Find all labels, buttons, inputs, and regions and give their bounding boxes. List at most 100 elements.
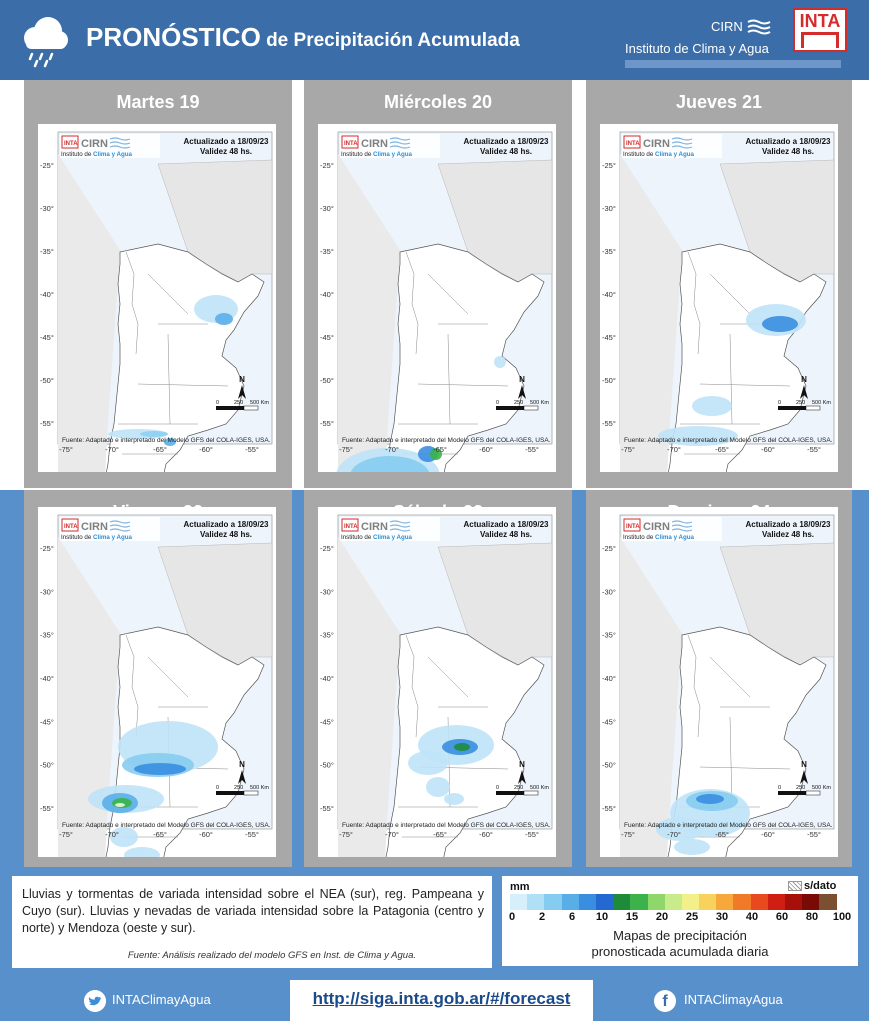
scale-bar-half [805,790,821,796]
mini-inta-logo [61,518,79,532]
lon-tick-label: -60° [761,830,775,839]
brand-institute: Instituto de Clima y Agua [625,41,769,56]
mini-waves-icon [671,520,693,532]
scale-label: 0 [496,785,499,791]
province-borders [680,251,791,455]
mini-inta-text: INTA [344,524,358,530]
mini-cirn-text: CIRN [81,521,108,533]
lat-tick-label: -35° [40,631,54,640]
facebook-icon[interactable]: f [654,990,676,1012]
updated-text: Actualizado a 18/09/23 [464,520,549,529]
lat-tick-label: -30° [40,204,54,213]
lat-tick-label: -55° [602,419,616,428]
scale-bar-half [523,790,539,796]
legend-swatch [561,894,579,910]
lon-tick-label: -65° [153,445,167,454]
scale-label: 500 Km [812,400,831,406]
legend-caption-line-1: Mapas de precipitación [613,928,747,943]
lon-tick-label: -65° [715,830,729,839]
twitter-handle[interactable]: INTAClimayAgua [112,992,211,1007]
mini-inta-text: INTA [626,141,640,147]
lon-tick-label: -55° [807,830,821,839]
precipitation-map: INTA CIRN Instituto de Clima y Agua Actuali… [318,507,556,857]
footer-url-box: http://siga.inta.gob.ar/#/forecast [290,980,593,1021]
north-arrow-icon [238,385,246,399]
description-source: Fuente: Análisis realizado del modelo GF… [127,950,416,961]
lat-tick-label: -55° [602,804,616,813]
inta-logo-arch [801,32,839,48]
no-data-swatch [788,881,802,891]
lat-tick-label: -35° [320,631,334,640]
legend-caption-line-2: pronosticada acumulada diaria [591,944,769,959]
rain-area [454,743,470,751]
precipitation-map: INTA CIRN Instituto de Clima y Agua Actuali… [38,507,276,857]
day-label: Jueves 21 [675,92,763,112]
legend-tick: 10 [595,911,609,923]
lat-tick-label: -25° [602,544,616,553]
rain-area [674,839,710,855]
lat-tick-label: -30° [40,587,54,596]
north-arrow-icon [518,385,526,399]
lat-tick-label: -55° [320,419,334,428]
lat-tick-label: -55° [40,419,54,428]
lat-tick-label: -35° [40,247,54,256]
legend-swatch [802,894,820,910]
rain-area [408,751,448,775]
north-arrow-label: N [519,375,525,384]
lat-tick-label: -40° [320,290,334,299]
lon-tick-label: -70° [667,830,681,839]
legend-swatch [630,894,648,910]
lat-tick-label: -45° [320,717,334,726]
rain-area [140,431,168,437]
neighbor-chile-strip [58,537,120,857]
scale-label: 500 Km [250,785,269,791]
rain-area [426,777,450,797]
legend-swatch [527,894,545,910]
lon-tick-label: -60° [199,445,213,454]
lon-tick-label: -70° [385,830,399,839]
scale-bar-half [243,405,259,411]
argentina-land [386,243,545,472]
mini-inta-logo [623,135,641,149]
lat-tick-label: -40° [602,290,616,299]
rain-area [762,316,798,332]
mini-cirn-text: CIRN [361,521,388,533]
lon-tick-label: -60° [199,830,213,839]
lon-tick-label: -70° [667,445,681,454]
mini-inta-text: INTA [64,141,78,147]
legend-swatch [733,894,751,910]
lon-tick-label: -65° [433,830,447,839]
legend-swatch [716,894,734,910]
twitter-icon[interactable] [84,990,106,1012]
lon-tick-label: -55° [245,445,259,454]
mini-cirn-text: CIRN [643,138,670,150]
neighbor-chile-strip [338,154,400,472]
map-source: Fuente: Adaptado e interpretado del Mode… [62,822,271,829]
legend-swatch [664,894,682,910]
scale-label: 500 Km [530,785,549,791]
lat-tick-label: -50° [40,376,54,385]
lon-tick-label: -65° [433,445,447,454]
legend-tick: 60 [775,911,789,923]
brand-short: CIRN [711,19,743,34]
lat-tick-label: -55° [320,804,334,813]
forecast-panel: Martes 19 INTA CIRN Instituto de Clima y Ag… [24,80,292,488]
scale-bar [778,406,806,410]
legend-no-data: s/dato [804,880,837,892]
updated-text: Actualizado a 18/09/23 [746,520,831,529]
forecast-link[interactable]: http://siga.inta.gob.ar/#/forecast [312,989,571,1008]
lat-tick-label: -30° [602,587,616,596]
facebook-handle[interactable]: INTAClimayAgua [684,992,783,1007]
rain-area [656,817,704,841]
legend-caption: Mapas de precipitación pronosticada acum… [502,928,858,960]
lat-tick-label: -40° [40,674,54,683]
scale-label: 500 Km [530,400,549,406]
title-rest: de Precipitación Acumulada [260,30,520,51]
legend-swatch [767,894,785,910]
north-arrow-label: N [801,375,807,384]
province-borders [398,251,509,455]
legend-tick: 6 [568,911,576,923]
mini-waves-icon [389,137,411,149]
rain-area [110,827,138,847]
legend-swatch [750,894,768,910]
